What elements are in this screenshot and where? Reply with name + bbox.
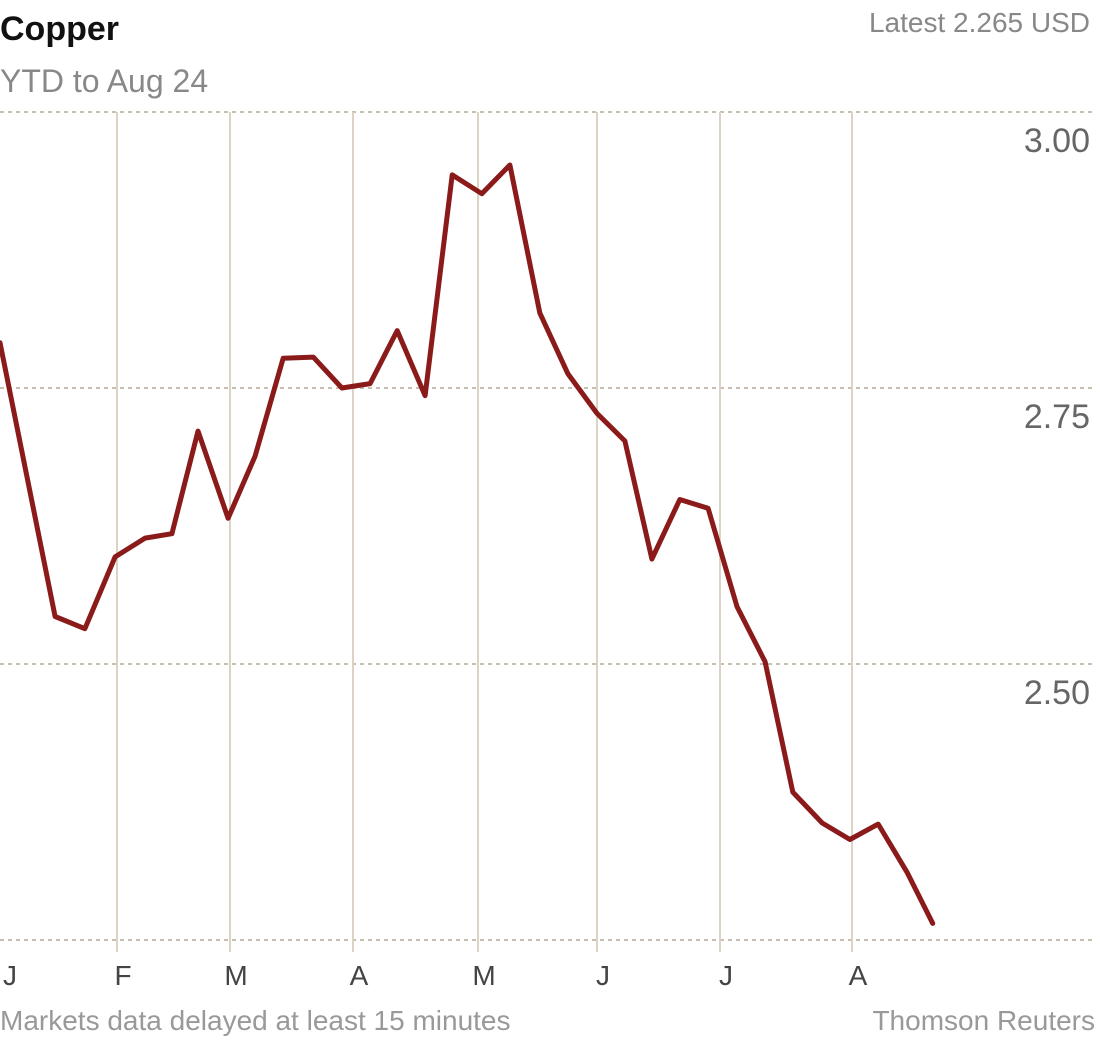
y-axis: 3.00 2.75 2.50: [1024, 122, 1090, 712]
chart-title: Copper: [0, 10, 119, 48]
x-tick-label: J: [596, 960, 610, 991]
x-tick-label: M: [224, 960, 247, 991]
x-tick-label: A: [350, 960, 369, 991]
chart-subtitle: YTD to Aug 24: [0, 63, 208, 99]
series-line-copper: [0, 162, 936, 926]
x-tick-label: J: [3, 960, 17, 991]
x-tick-label: J: [719, 960, 733, 991]
x-tick-label: M: [472, 960, 495, 991]
x-tick-label: A: [849, 960, 868, 991]
y-tick-label: 2.50: [1024, 674, 1090, 712]
footer-note: Markets data delayed at least 15 minutes: [0, 1005, 511, 1036]
y-tick-label: 3.00: [1024, 122, 1090, 160]
series-layer: [0, 162, 936, 926]
x-tick-label: F: [114, 960, 131, 991]
latest-value: Latest 2.265 USD: [869, 7, 1090, 38]
source-credit: Thomson Reuters: [872, 1005, 1095, 1036]
y-tick-label: 2.75: [1024, 398, 1090, 436]
grid: [0, 111, 1095, 952]
